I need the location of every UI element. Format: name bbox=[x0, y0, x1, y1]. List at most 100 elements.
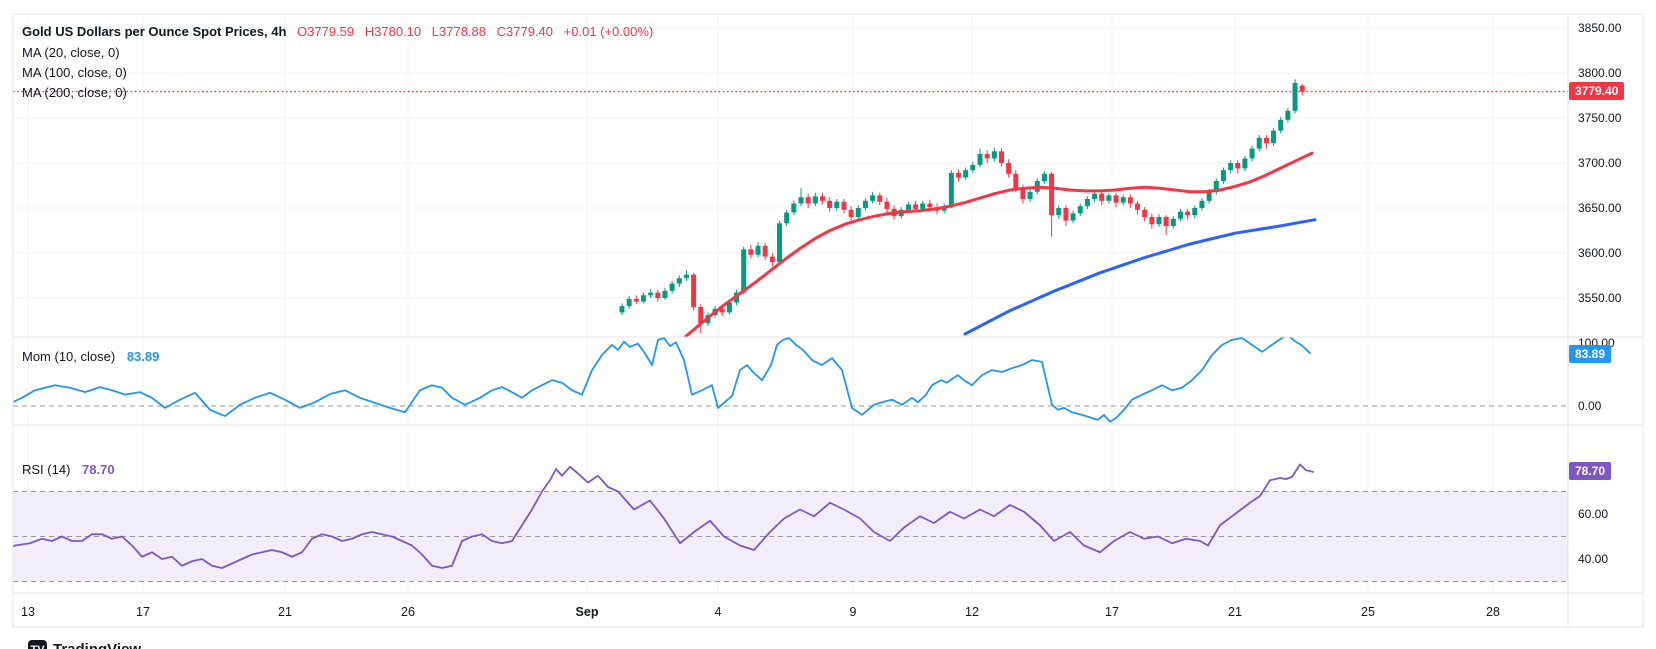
candle-body[interactable] bbox=[1063, 208, 1069, 221]
candle-body[interactable] bbox=[948, 172, 954, 207]
candle-body[interactable] bbox=[956, 172, 962, 178]
candle-body[interactable] bbox=[1106, 195, 1112, 201]
candle-body[interactable] bbox=[698, 307, 704, 324]
tradingview-logo[interactable]: TV TradingView bbox=[28, 640, 141, 649]
candle-body[interactable] bbox=[669, 283, 675, 291]
candle-body[interactable] bbox=[662, 290, 668, 298]
candle-body[interactable] bbox=[877, 195, 883, 202]
legend-ma100[interactable]: MA (100, close, 0) bbox=[22, 65, 127, 80]
main-series-legend[interactable]: Gold US Dollars per Ounce Spot Prices, 4… bbox=[22, 24, 653, 39]
candle-body[interactable] bbox=[655, 292, 661, 298]
candle-body[interactable] bbox=[1285, 110, 1291, 120]
candle-body[interactable] bbox=[991, 151, 997, 159]
candle-body[interactable] bbox=[1056, 208, 1062, 216]
candle-body[interactable] bbox=[755, 245, 761, 255]
candle-body[interactable] bbox=[805, 197, 811, 204]
candle-body[interactable] bbox=[1220, 170, 1226, 181]
candle-body[interactable] bbox=[1235, 163, 1241, 169]
candle-body[interactable] bbox=[848, 209, 854, 217]
candle-body[interactable] bbox=[626, 298, 632, 307]
candle-body[interactable] bbox=[812, 196, 818, 204]
momentum-legend[interactable]: Mom (10, close) 83.89 bbox=[22, 349, 159, 364]
candle-body[interactable] bbox=[1263, 137, 1269, 144]
candle-body[interactable] bbox=[1163, 217, 1169, 226]
candle-body[interactable] bbox=[640, 295, 646, 302]
candle-body[interactable] bbox=[1156, 217, 1162, 225]
rsi-legend[interactable]: RSI (14) 78.70 bbox=[22, 462, 115, 477]
candle-body[interactable] bbox=[905, 204, 911, 210]
candle-body[interactable] bbox=[777, 223, 783, 262]
ma100-line[interactable] bbox=[963, 218, 1317, 336]
candle-body[interactable] bbox=[748, 249, 754, 255]
candle-body[interactable] bbox=[855, 208, 861, 217]
candle-body[interactable] bbox=[1242, 158, 1248, 169]
rsi-line[interactable] bbox=[0, 463, 1314, 569]
candle-body[interactable] bbox=[1271, 130, 1277, 144]
candle-body[interactable] bbox=[784, 212, 790, 224]
candle-body[interactable] bbox=[719, 308, 725, 313]
candlestick-series[interactable] bbox=[619, 79, 1305, 334]
candle-body[interactable] bbox=[676, 278, 682, 284]
candle-body[interactable] bbox=[862, 200, 868, 208]
candle-body[interactable] bbox=[633, 298, 639, 302]
candle-body[interactable] bbox=[1120, 197, 1126, 203]
candle-body[interactable] bbox=[977, 154, 983, 165]
candle-body[interactable] bbox=[1206, 191, 1212, 201]
candle-body[interactable] bbox=[1070, 213, 1076, 221]
candle-body[interactable] bbox=[1256, 137, 1262, 149]
candle-body[interactable] bbox=[1185, 211, 1191, 216]
legend-ma200[interactable]: MA (200, close, 0) bbox=[22, 85, 127, 100]
candle-body[interactable] bbox=[648, 292, 654, 296]
candle-body[interactable] bbox=[1020, 188, 1026, 199]
candle-body[interactable] bbox=[1177, 211, 1183, 219]
candle-body[interactable] bbox=[798, 197, 804, 204]
candle-body[interactable] bbox=[1213, 181, 1219, 192]
candle-body[interactable] bbox=[970, 164, 976, 171]
candle-body[interactable] bbox=[870, 195, 876, 201]
candle-body[interactable] bbox=[791, 203, 797, 213]
candle-body[interactable] bbox=[1199, 200, 1205, 208]
candle-body[interactable] bbox=[691, 274, 697, 307]
candle-body[interactable] bbox=[984, 154, 990, 159]
candle-body[interactable] bbox=[1092, 193, 1098, 199]
candle-body[interactable] bbox=[1149, 217, 1155, 225]
candle-body[interactable] bbox=[1027, 191, 1033, 199]
candle-body[interactable] bbox=[884, 201, 890, 209]
candle-body[interactable] bbox=[913, 204, 919, 209]
candle-body[interactable] bbox=[841, 201, 847, 210]
candle-body[interactable] bbox=[998, 151, 1004, 163]
candle-body[interactable] bbox=[762, 245, 768, 257]
candle-body[interactable] bbox=[1099, 193, 1105, 201]
candle-body[interactable] bbox=[1142, 209, 1148, 217]
candle-body[interactable] bbox=[819, 196, 825, 201]
candle-body[interactable] bbox=[1135, 203, 1141, 210]
candle-body[interactable] bbox=[1170, 218, 1176, 226]
candle-body[interactable] bbox=[1006, 163, 1012, 174]
candle-body[interactable] bbox=[1292, 82, 1298, 111]
candle-body[interactable] bbox=[1249, 148, 1255, 159]
candle-body[interactable] bbox=[1113, 195, 1119, 203]
candle-body[interactable] bbox=[834, 201, 840, 208]
candle-body[interactable] bbox=[920, 203, 926, 209]
candle-body[interactable] bbox=[1077, 206, 1083, 214]
candle-body[interactable] bbox=[683, 274, 689, 279]
candle-body[interactable] bbox=[827, 200, 833, 208]
candle-body[interactable] bbox=[1049, 173, 1055, 216]
candle-body[interactable] bbox=[1278, 119, 1284, 131]
candle-body[interactable] bbox=[1228, 163, 1234, 171]
candle-body[interactable] bbox=[1084, 199, 1090, 207]
candle-body[interactable] bbox=[1013, 173, 1019, 189]
candle-body[interactable] bbox=[619, 306, 625, 313]
candle-body[interactable] bbox=[1127, 197, 1133, 204]
candle-body[interactable] bbox=[1192, 208, 1198, 216]
candle-body[interactable] bbox=[769, 256, 775, 262]
candle-body[interactable] bbox=[1041, 173, 1047, 181]
candle-body[interactable] bbox=[741, 249, 747, 293]
momentum-line[interactable] bbox=[0, 335, 1311, 423]
candle-body[interactable] bbox=[927, 203, 933, 208]
candle-body[interactable] bbox=[963, 170, 969, 178]
ma20-line[interactable] bbox=[680, 151, 1314, 341]
candle-body[interactable] bbox=[726, 302, 732, 313]
candle-body[interactable] bbox=[1299, 85, 1305, 92]
